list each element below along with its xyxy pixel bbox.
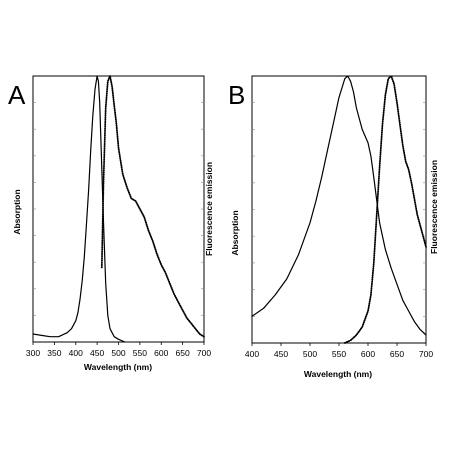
plot-frame — [251, 75, 427, 344]
x-tick-label: 600 — [361, 349, 375, 359]
y-axis-label-right: Fluorescence emission — [204, 162, 214, 256]
x-tick-label: 650 — [176, 348, 190, 358]
x-tick-label: 550 — [332, 349, 346, 359]
x-tick-label: 300 — [26, 348, 40, 358]
y-axis-label-right: Fluorescence emission — [429, 160, 439, 254]
x-axis-label: Wavelength (nm) — [84, 362, 152, 372]
x-tick-label: 500 — [111, 348, 125, 358]
x-tick-label: 550 — [133, 348, 147, 358]
absorption-line — [251, 75, 427, 336]
y-axis-label-left: Absorption — [12, 189, 22, 234]
panel-label: A — [8, 80, 26, 110]
x-tick-label: 400 — [245, 349, 259, 359]
x-tick-label: 450 — [274, 349, 288, 359]
x-tick-label: 700 — [419, 349, 433, 359]
fluorescence-emission-line — [100, 75, 205, 338]
x-tick-label: 600 — [154, 348, 168, 358]
panel-b: B Absorption Fluorescence emission Wavel… — [228, 75, 439, 379]
y-axis-label-left: Absorption — [230, 210, 240, 255]
x-tick-label: 400 — [69, 348, 83, 358]
absorption-line — [32, 75, 126, 343]
x-tick-label: 450 — [90, 348, 104, 358]
fluorescence-emission-line — [343, 75, 427, 344]
x-tick-label: 650 — [390, 349, 404, 359]
panel-label: B — [228, 80, 245, 110]
x-tick-label: 350 — [47, 348, 61, 358]
panel-a: A Absorption Fluorescence emission Wavel… — [8, 75, 214, 372]
x-axis-label: Wavelength (nm) — [304, 369, 372, 379]
x-tick-label: 700 — [197, 348, 211, 358]
x-tick-label: 500 — [303, 349, 317, 359]
